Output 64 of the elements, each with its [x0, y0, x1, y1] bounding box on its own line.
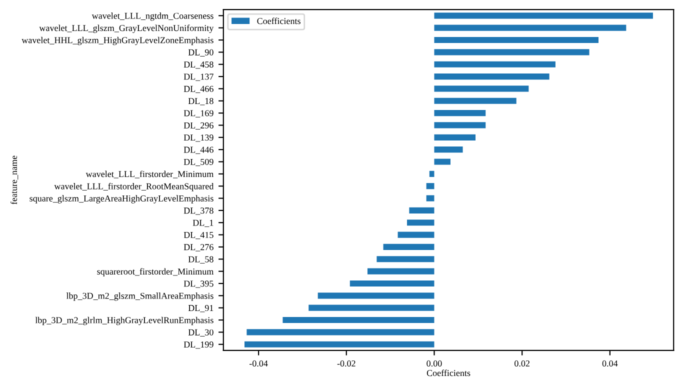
y-tick-label: squareroot_firstorder_Minimum [97, 268, 214, 276]
x-tick-label: -0.04 [249, 360, 268, 367]
bar [434, 24, 626, 31]
bar [434, 110, 486, 116]
bar [434, 61, 556, 68]
bar [434, 98, 516, 104]
bar [429, 170, 434, 177]
bar [434, 12, 653, 19]
bar [398, 232, 434, 238]
y-tick-label: wavelet_LLL_glszm_GrayLevelNonUniformity [39, 24, 214, 33]
bar [434, 122, 486, 128]
bar [407, 220, 434, 226]
y-tick-label: DL_18 [188, 98, 214, 106]
y-tick-label: DL_58 [188, 256, 214, 264]
y-tick-label: DL_90 [188, 49, 214, 56]
x-tick-label: -0.02 [337, 360, 356, 367]
y-tick-label: lbp_3D_m2_glszm_SmallAreaEmphasis [66, 292, 214, 301]
y-tick-label: wavelet_HHL_glszm_HighGrayLevelZoneEmphasis [22, 36, 214, 46]
bar [367, 268, 434, 274]
y-tick-label: DL_378 [184, 208, 214, 215]
bar [434, 86, 529, 92]
bar [244, 341, 434, 348]
bar [434, 158, 450, 165]
bar [434, 36, 599, 44]
bar [246, 329, 434, 336]
y-tick-label: wavelet_LLL_ngtdm_Coarseness [92, 12, 214, 21]
bar [376, 256, 434, 262]
bar [434, 73, 550, 80]
x-tick-label: 0.04 [602, 360, 618, 367]
bar [434, 49, 590, 56]
bar [318, 292, 434, 299]
y-tick-label: DL_91 [188, 304, 214, 312]
bar [383, 244, 434, 250]
y-tick-label: square_glszm_LargeAreaHighGrayLevelEmphasis [30, 195, 214, 204]
x-tick-label: 0.02 [514, 360, 530, 367]
y-tick-label: DL_276 [184, 244, 214, 252]
bar [434, 134, 476, 140]
y-tick-label: DL_199 [184, 342, 214, 349]
y-tick-label: DL_30 [188, 329, 214, 336]
y-tick-label: DL_509 [184, 158, 214, 166]
y-tick-label: wavelet_LLL_firstorder_Minimum [86, 170, 214, 178]
bar [409, 207, 434, 214]
y-tick-label: DL_415 [184, 232, 214, 240]
bar [426, 183, 434, 190]
y-tick-label: DL_446 [184, 146, 214, 154]
y-tick-label: DL_139 [184, 134, 214, 142]
y-tick-label: DL_466 [184, 86, 214, 93]
y-tick-label: DL_137 [184, 74, 214, 81]
y-axis-title: feature_name [10, 156, 18, 204]
x-axis-title: Coefficients [426, 370, 470, 376]
y-tick-label: DL_1 [192, 220, 214, 227]
y-tick-label: DL_458 [184, 61, 214, 69]
bar [282, 316, 434, 324]
bar [350, 280, 434, 287]
y-tick-label: DL_169 [184, 110, 214, 118]
y-tick-label: lbp_3D_m2_glrlm_HighGrayLevelRunEmphasis [35, 316, 214, 326]
bar [426, 195, 434, 202]
legend-label: Coefficients [257, 18, 300, 24]
y-tick-label: DL_296 [184, 122, 214, 130]
y-tick-label: DL_395 [184, 280, 214, 288]
bar [308, 304, 434, 311]
x-tick-label: 0.00 [426, 360, 442, 367]
bar [434, 146, 463, 153]
y-tick-label: wavelet_LLL_firstorder_RootMeanSquared [54, 182, 214, 192]
